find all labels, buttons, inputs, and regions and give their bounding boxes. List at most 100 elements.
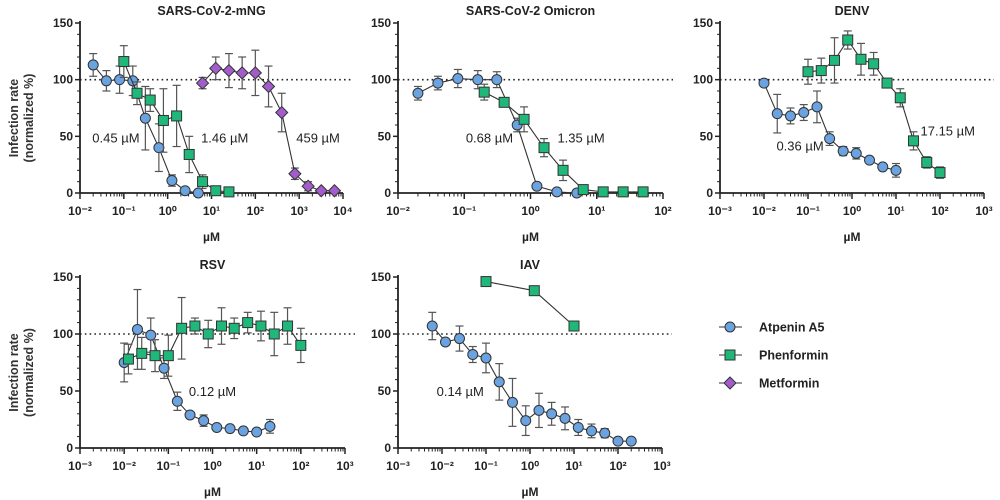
chart-title: IAV bbox=[520, 258, 541, 272]
x-tick-label: 10² bbox=[654, 204, 671, 218]
data-point bbox=[314, 184, 329, 198]
y-tick-label: 100 bbox=[371, 73, 391, 87]
x-tick-label: 10⁻¹ bbox=[452, 204, 476, 218]
data-point bbox=[222, 63, 236, 78]
y-tick-label: 50 bbox=[60, 384, 74, 398]
data-point bbox=[771, 108, 783, 120]
x-tick-label: 10⁻³ bbox=[386, 459, 410, 473]
x-tick-label: 10⁰ bbox=[203, 459, 221, 473]
ic50-label: 0.12 µM bbox=[189, 384, 236, 399]
data-point bbox=[934, 167, 946, 179]
data-point bbox=[533, 404, 545, 416]
x-tick-label: 10⁻¹ bbox=[796, 204, 820, 218]
x-tick-label: 10⁰ bbox=[843, 204, 861, 218]
x-tick-label: 10¹ bbox=[565, 459, 582, 473]
data-point bbox=[157, 114, 169, 126]
data-point bbox=[842, 34, 854, 46]
data-point bbox=[855, 53, 867, 65]
y-tick-label: 0 bbox=[384, 441, 391, 455]
y-tick-label: 50 bbox=[378, 129, 392, 143]
data-point bbox=[114, 74, 126, 86]
data-point bbox=[237, 425, 249, 437]
y-tick-label: 150 bbox=[53, 270, 73, 284]
data-point bbox=[153, 142, 165, 154]
legend-item: Atpenin A5 bbox=[719, 321, 825, 335]
legend: Atpenin A5 Phenformin Metformin bbox=[719, 321, 828, 391]
data-point bbox=[802, 66, 814, 78]
y-tick-label: 0 bbox=[384, 186, 391, 200]
x-tick-label: 10³ bbox=[975, 204, 992, 218]
data-point bbox=[189, 320, 201, 332]
legend-item: Phenformin bbox=[719, 349, 828, 363]
y-tick-label: 150 bbox=[53, 16, 73, 30]
legend-marker-diamond-icon bbox=[723, 376, 737, 390]
chart-title: SARS-CoV-2-mNG bbox=[157, 4, 265, 18]
ic50-label: 0.36 µM bbox=[776, 138, 823, 153]
x-tick-label: 10¹ bbox=[248, 459, 265, 473]
data-point bbox=[275, 105, 289, 120]
x-tick-label: 10⁴ bbox=[333, 204, 352, 218]
data-point bbox=[426, 320, 438, 332]
series-atpenin-a5 bbox=[87, 52, 204, 199]
data-point bbox=[183, 148, 195, 160]
panel-sars-cov-2-mng: SARS-CoV-2-mNG 0 50 100 150 10⁻² 10⁻¹ 10⁰ 10¹ 10²… bbox=[7, 4, 353, 244]
data-point bbox=[288, 167, 302, 181]
data-point bbox=[432, 77, 444, 89]
y-axis-label: Infection rate bbox=[7, 333, 21, 412]
y-tick-label: 150 bbox=[371, 270, 391, 284]
data-point bbox=[171, 110, 183, 122]
data-point bbox=[261, 79, 276, 94]
x-tick-label: 10³ bbox=[290, 204, 307, 218]
x-tick-label: 10² bbox=[247, 204, 264, 218]
data-point bbox=[87, 59, 99, 71]
data-point bbox=[282, 320, 294, 332]
data-point bbox=[248, 66, 263, 80]
data-point bbox=[255, 320, 267, 332]
series-atpenin-a5 bbox=[426, 311, 637, 447]
series-line bbox=[123, 328, 271, 433]
panel-iav: IAV 0 50 100 150 10⁻³ 10⁻² 10⁻¹ 10⁰ 10¹ 10² 10³ µM 0.… bbox=[371, 258, 672, 499]
data-point bbox=[546, 408, 558, 420]
legend-label: Metformin bbox=[759, 377, 819, 391]
x-axis-label: µM bbox=[522, 485, 539, 499]
data-point bbox=[480, 276, 492, 288]
data-point bbox=[195, 76, 210, 90]
x-tick-label: 10⁻¹ bbox=[156, 459, 180, 473]
x-tick-label: 10² bbox=[609, 459, 626, 473]
y-tick-label: 100 bbox=[53, 73, 73, 87]
data-point bbox=[908, 135, 920, 147]
data-point bbox=[498, 96, 510, 108]
data-point bbox=[268, 328, 280, 340]
x-tick-label: 10³ bbox=[336, 459, 353, 473]
data-point bbox=[198, 415, 210, 427]
series-line bbox=[763, 82, 897, 171]
data-point bbox=[864, 154, 876, 166]
data-point bbox=[568, 320, 580, 332]
data-point bbox=[184, 409, 196, 421]
series-phenformin bbox=[118, 45, 235, 198]
ic50-label: 0.45 µM bbox=[92, 130, 139, 145]
x-axis-label: µM bbox=[203, 230, 220, 244]
data-point bbox=[166, 175, 178, 187]
data-point bbox=[597, 186, 609, 198]
data-point bbox=[131, 323, 143, 335]
panel-sars-cov-2-omicron: SARS-CoV-2 Omicron 0 50 100 150 10⁻² 10⁻¹ 10⁰ 10… bbox=[371, 4, 673, 244]
data-point bbox=[149, 350, 161, 362]
data-point bbox=[520, 415, 532, 427]
y-tick-label: 100 bbox=[693, 73, 713, 87]
data-point bbox=[586, 425, 598, 437]
data-point bbox=[439, 336, 451, 348]
x-tick-label: 10² bbox=[292, 459, 309, 473]
data-point bbox=[251, 426, 263, 438]
data-point bbox=[223, 186, 235, 198]
series-atpenin-a5 bbox=[412, 68, 583, 199]
data-point bbox=[210, 185, 222, 197]
data-point bbox=[467, 349, 479, 361]
data-point bbox=[264, 420, 276, 432]
data-point bbox=[491, 74, 503, 86]
data-point bbox=[209, 61, 223, 76]
chart-title: SARS-CoV-2 Omicron bbox=[466, 4, 595, 18]
data-point bbox=[162, 350, 174, 362]
y-tick-label: 0 bbox=[66, 186, 73, 200]
